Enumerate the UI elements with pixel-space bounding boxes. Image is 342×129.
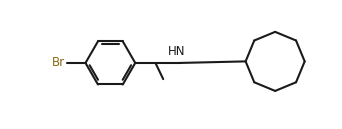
Text: HN: HN: [168, 45, 185, 58]
Text: Br: Br: [52, 57, 65, 69]
